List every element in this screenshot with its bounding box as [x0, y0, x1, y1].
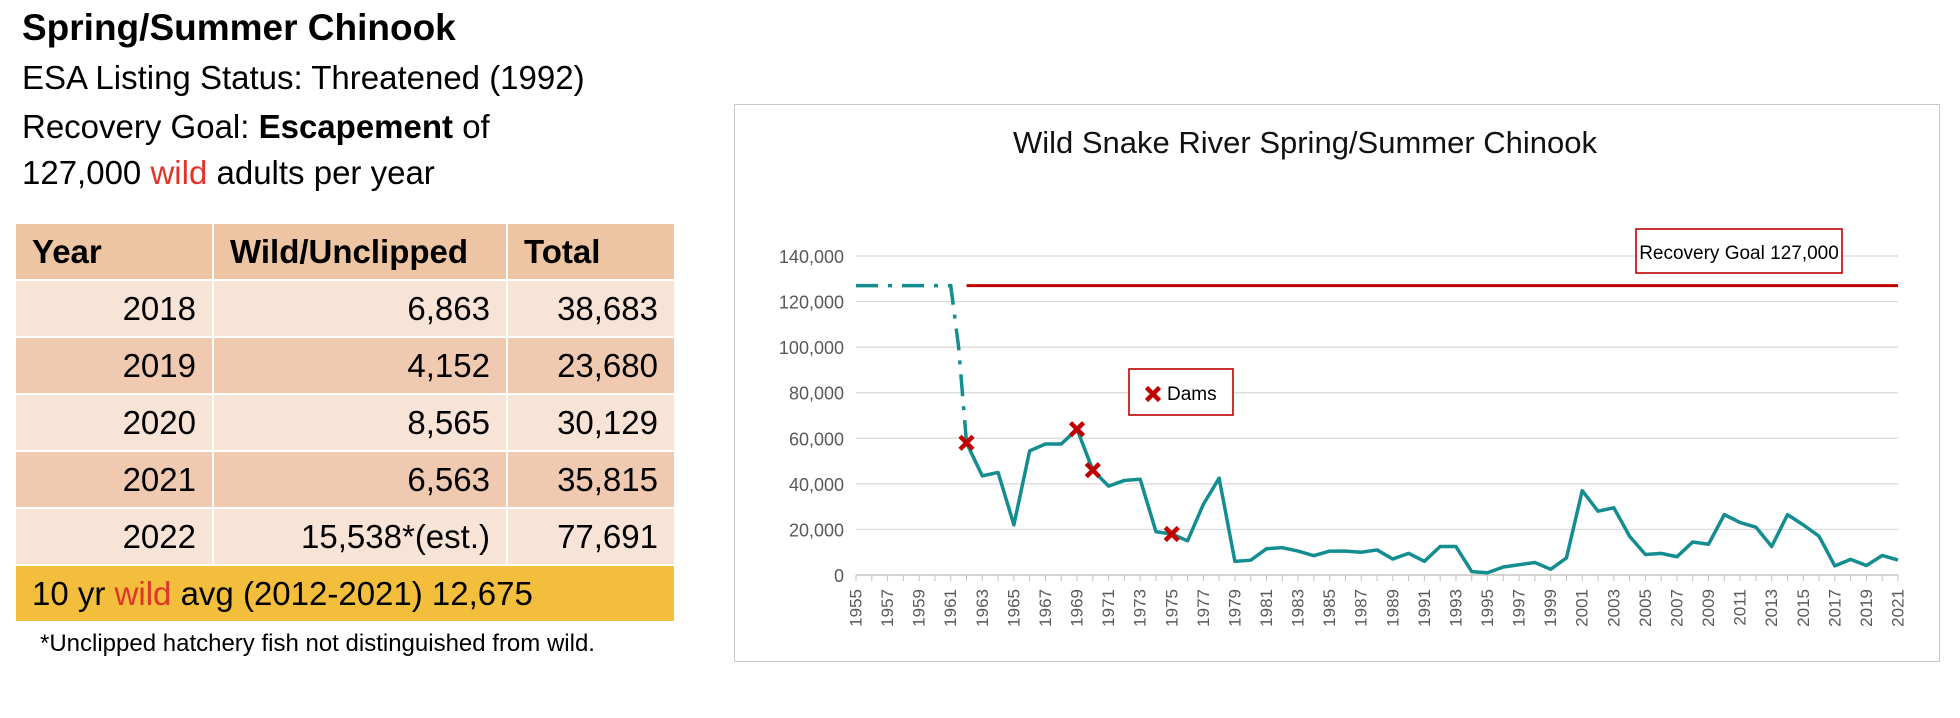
cell-year: 2020	[14, 393, 214, 452]
average-row: 10 yr wild avg (2012-2021) 12,675	[14, 564, 676, 623]
table-row: 2022 15,538*(est.) 77,691	[14, 507, 676, 566]
x-tick-label: 1957	[878, 589, 897, 627]
dam-marker	[958, 434, 975, 451]
x-tick-label: 1961	[941, 589, 960, 627]
header-year: Year	[14, 222, 214, 281]
x-tick-label: 2009	[1699, 589, 1718, 627]
x-tick-label: 1981	[1257, 589, 1276, 627]
x-tick-label: 1963	[973, 589, 992, 627]
x-tick-label: 2005	[1636, 589, 1655, 627]
goal-number: 127,000	[22, 154, 151, 191]
cell-total: 77,691	[506, 507, 676, 566]
pre-dam-estimate-line	[856, 283, 969, 443]
x-tick-label: 1971	[1099, 589, 1118, 627]
cell-wild: 15,538*(est.)	[212, 507, 508, 566]
x-tick-label: 1955	[847, 589, 866, 627]
avg-wild-word: wild	[114, 574, 172, 612]
x-tick-label: 2015	[1794, 589, 1813, 627]
x-tick-label: 1977	[1194, 589, 1213, 627]
x-tick-label: 1965	[1004, 589, 1023, 627]
goal-wild-word: wild	[150, 154, 208, 191]
dam-marker	[1163, 525, 1180, 543]
cell-wild: 4,152	[212, 336, 508, 395]
cell-year: 2022	[14, 507, 214, 566]
recovery-goal-number-line: 127,000 wild adults per year	[22, 150, 435, 196]
chart-frame: Wild Snake River Spring/Summer Chinook 0 2…	[734, 104, 1940, 662]
x-tick-label: 1989	[1383, 589, 1402, 627]
dam-marker	[1084, 462, 1101, 479]
goal-prefix: Recovery Goal:	[22, 108, 259, 145]
table-row: 2020 8,565 30,129	[14, 393, 676, 452]
header-wild-unclipped: Wild/Unclipped	[212, 222, 508, 281]
x-tick-label: 1967	[1036, 589, 1055, 627]
x-tick-label: 1959	[910, 589, 929, 627]
cell-wild: 8,565	[212, 393, 508, 452]
wild-chinook-series-line	[964, 427, 1899, 575]
x-tick-label: 2003	[1604, 589, 1623, 627]
avg-prefix: 10 yr	[32, 574, 115, 612]
x-tick-label: 1969	[1068, 589, 1087, 627]
cell-year: 2018	[14, 279, 214, 338]
goal-end: adults per year	[207, 154, 435, 191]
x-tick-label: 1973	[1131, 589, 1150, 627]
y-tick-label: 20,000	[789, 520, 844, 540]
y-tick-label: 100,000	[779, 338, 844, 358]
footnote: *Unclipped hatchery fish not distinguish…	[40, 630, 595, 657]
x-tick-label: 2019	[1857, 589, 1876, 627]
esa-status: ESA Listing Status: Threatened (1992)	[22, 59, 585, 96]
x-tick-label: 1993	[1446, 589, 1465, 627]
x-tick-label: 2021	[1889, 589, 1908, 627]
x-tick-label: 1999	[1541, 589, 1560, 627]
table-row: 2019 4,152 23,680	[14, 336, 676, 395]
goal-escapement: Escapement	[258, 108, 454, 145]
cell-year: 2019	[14, 336, 214, 395]
cell-wild: 6,563	[212, 450, 508, 509]
cell-total: 23,680	[506, 336, 676, 395]
goal-suffix: of	[453, 108, 490, 145]
x-tick-label: 2013	[1762, 589, 1781, 627]
average-cell: 10 yr wild avg (2012-2021) 12,675	[14, 564, 676, 623]
x-tick-label: 1991	[1415, 589, 1434, 627]
x-tick-label: 1995	[1478, 589, 1497, 627]
header-total: Total	[506, 222, 676, 281]
chinook-line-chart: Wild Snake River Spring/Summer Chinook 0 2…	[779, 125, 1908, 627]
x-tick-label: 1983	[1289, 589, 1308, 627]
table-row: 2018 6,863 38,683	[14, 279, 676, 338]
y-tick-label: 120,000	[779, 293, 844, 313]
y-tick-label: 0	[834, 566, 844, 586]
dam-marker	[1068, 421, 1086, 438]
y-tick-label: 40,000	[789, 475, 844, 495]
escapement-table: Year Wild/Unclipped Total 2018 6,863 38,…	[14, 222, 676, 623]
cell-total: 35,815	[506, 450, 676, 509]
cell-total: 38,683	[506, 279, 676, 338]
x-tick-label: 1979	[1225, 589, 1244, 627]
x-tick-label: 2001	[1573, 589, 1592, 627]
cell-year: 2021	[14, 450, 214, 509]
x-tick-label: 2011	[1731, 589, 1750, 626]
page-title: Spring/Summer Chinook	[22, 7, 456, 48]
recovery-goal-box	[1635, 228, 1843, 274]
x-tick-label: 1997	[1510, 589, 1529, 627]
x-tick-label: 2017	[1825, 589, 1844, 627]
chart-title: Wild Snake River Spring/Summer Chinook	[1013, 125, 1598, 160]
recovery-goal-label: Recovery Goal 127,000	[1639, 243, 1839, 264]
avg-suffix: avg (2012-2021) 12,675	[171, 574, 533, 612]
cell-wild: 6,863	[212, 279, 508, 338]
dams-legend-box	[1128, 368, 1234, 416]
x-tick-label: 1985	[1320, 589, 1339, 627]
x-tick-label: 1987	[1352, 589, 1371, 627]
table-row: 2021 6,563 35,815	[14, 450, 676, 509]
x-tick-label: 1975	[1162, 589, 1181, 627]
x-tick-label: 2007	[1667, 589, 1686, 627]
y-tick-label: 140,000	[779, 247, 844, 267]
table-header-row: Year Wild/Unclipped Total	[14, 222, 676, 281]
dams-legend-marker	[1144, 385, 1162, 403]
cell-total: 30,129	[506, 393, 676, 452]
dams-legend-label: Dams	[1167, 384, 1217, 405]
recovery-goal-line: Recovery Goal: Escapement of	[22, 104, 490, 150]
y-tick-label: 80,000	[789, 384, 844, 404]
y-tick-label: 60,000	[789, 429, 844, 449]
